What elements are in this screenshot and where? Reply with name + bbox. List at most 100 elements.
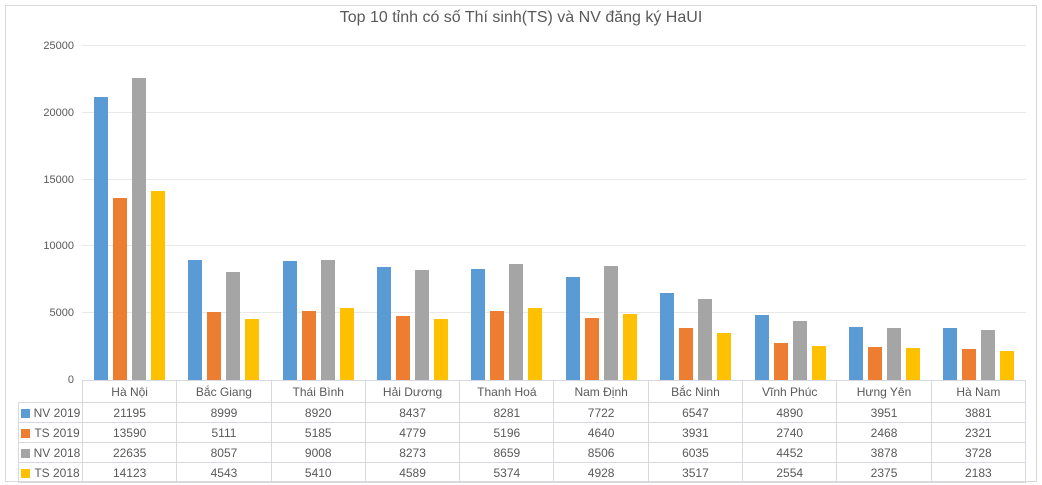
bar	[565, 276, 580, 380]
value-cell: 2554	[742, 462, 838, 483]
bar	[660, 292, 675, 380]
bar	[320, 259, 335, 380]
bar-groups	[82, 46, 1026, 380]
table-row: TS 2019 13590 5111 5185 4779 5196 4640 3931 2740…	[18, 422, 1027, 443]
table-row: NV 2018 22635 8057 9008 8273 8659 8506 6035 4452…	[18, 442, 1027, 463]
value-cell: 8920	[270, 402, 366, 423]
bar-group	[554, 46, 648, 380]
value-cell: 8273	[364, 442, 461, 463]
gridline	[82, 45, 1026, 46]
data-table: Hà Nội Bắc Giang Thái Bình Hải Dương Thanh H…	[18, 380, 1027, 483]
value-cell: 8999	[176, 402, 272, 423]
bar	[886, 328, 901, 380]
value-cell: 6035	[647, 442, 744, 463]
bar	[301, 310, 316, 380]
value-cell: 8506	[553, 442, 649, 463]
y-axis-tick-label: 25000	[43, 40, 74, 52]
bar-group	[648, 46, 742, 380]
bar-group	[271, 46, 365, 380]
series-legend-cell: TS 2018	[18, 462, 83, 483]
legend-key-icon	[21, 428, 31, 438]
category-header: Bắc Giang	[176, 380, 272, 403]
bar	[471, 269, 486, 380]
value-cell: 5410	[270, 462, 366, 483]
gridline	[82, 245, 1026, 247]
bar	[679, 327, 694, 380]
bar	[622, 314, 637, 380]
category-header: Hà Nội	[81, 380, 178, 403]
bar	[792, 320, 807, 380]
bar	[584, 318, 599, 380]
series-legend-cell: TS 2019	[18, 422, 83, 443]
y-axis-tick-label: 10000	[43, 240, 74, 253]
value-cell: 3881	[930, 402, 1027, 423]
bar	[962, 349, 977, 380]
value-cell: 8659	[459, 442, 555, 463]
bar	[93, 96, 108, 380]
category-header: Hải Dương	[364, 380, 461, 403]
value-cell: 4928	[553, 462, 649, 483]
y-axis-tick-label: 5000	[49, 307, 74, 320]
series-name: TS 2018	[34, 465, 80, 480]
value-cell: 22635	[81, 442, 178, 463]
bar	[414, 269, 429, 380]
bar-group	[82, 46, 176, 380]
value-cell: 4640	[553, 422, 649, 443]
value-cell: 6547	[647, 402, 744, 423]
bar	[376, 267, 391, 380]
value-cell: 4890	[742, 402, 838, 423]
category-header: Hà Nam	[930, 380, 1027, 403]
bar	[490, 310, 505, 380]
value-cell: 9008	[270, 442, 366, 463]
gridline	[82, 111, 1026, 113]
value-cell: 8057	[176, 442, 272, 463]
bar-group	[837, 46, 931, 380]
category-header: Thanh Hoá	[459, 380, 555, 403]
value-cell: 13590	[81, 422, 178, 443]
value-cell: 5196	[459, 422, 555, 443]
series-legend-cell: NV 2019	[18, 402, 83, 423]
series-legend-cell: NV 2018	[18, 442, 83, 463]
table-row: TS 2018 14123 4543 5410 4589 5374 4928 3517 2554…	[18, 462, 1027, 483]
bar	[339, 307, 354, 380]
bar	[528, 308, 543, 380]
series-name: TS 2019	[34, 425, 80, 440]
y-axis-tick-label: 20000	[43, 106, 74, 119]
category-header: Bắc Ninh	[647, 380, 744, 403]
value-cell: 3878	[836, 442, 932, 463]
bar	[603, 266, 618, 380]
category-header: Hưng Yên	[836, 380, 932, 403]
bar	[943, 328, 958, 380]
plot-area	[82, 45, 1026, 380]
value-cell: 4589	[364, 462, 461, 483]
bar	[1000, 350, 1015, 380]
value-cell: 2321	[930, 422, 1027, 443]
bar	[395, 316, 410, 380]
bar	[188, 259, 203, 380]
value-cell: 3728	[930, 442, 1027, 463]
value-cell: 3517	[647, 462, 744, 483]
series-name: NV 2018	[33, 445, 81, 460]
bar-group	[932, 46, 1026, 380]
bar	[905, 348, 920, 380]
bar	[226, 272, 241, 380]
value-cell: 4779	[364, 422, 461, 443]
value-cell: 4543	[176, 462, 272, 483]
bar	[207, 311, 222, 380]
bar	[981, 330, 996, 380]
bar	[698, 299, 713, 380]
chart-title: Top 10 tỉnh có số Thí sinh(TS) và NV đăn…	[339, 9, 703, 26]
bar	[150, 191, 165, 380]
category-header: Nam Định	[553, 380, 649, 403]
table-corner-cell	[18, 380, 83, 403]
y-axis-tick-label: 0	[67, 374, 74, 386]
value-cell: 5185	[270, 422, 366, 443]
gridline	[82, 178, 1026, 180]
value-cell: 2375	[836, 462, 932, 483]
value-cell: 3951	[836, 402, 932, 423]
gridline	[82, 312, 1026, 314]
value-cell: 2468	[836, 422, 932, 443]
bar	[754, 314, 769, 380]
y-axis-tick-label: 15000	[43, 173, 74, 186]
series-name: NV 2019	[33, 405, 81, 420]
